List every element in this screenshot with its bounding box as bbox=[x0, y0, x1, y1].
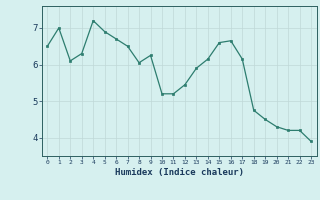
X-axis label: Humidex (Indice chaleur): Humidex (Indice chaleur) bbox=[115, 168, 244, 177]
